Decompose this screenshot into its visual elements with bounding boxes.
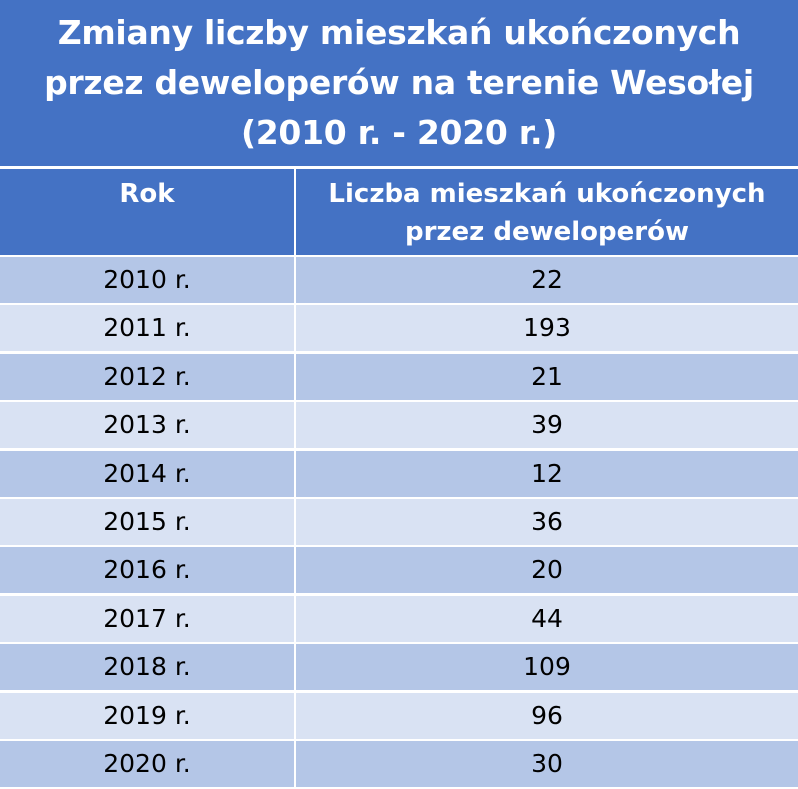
table-row: 2010 r. 22 xyxy=(0,257,798,303)
column-divider xyxy=(294,305,296,351)
value-cell: 30 xyxy=(531,749,563,778)
table-row: 2018 r. 109 xyxy=(0,644,798,690)
table-title: Zmiany liczby mieszkań ukończonych przez… xyxy=(0,0,798,166)
year-cell: 2010 r. xyxy=(103,265,191,294)
value-cell: 39 xyxy=(531,410,563,439)
table-row: 2015 r. 36 xyxy=(0,499,798,545)
year-cell: 2016 r. xyxy=(103,555,191,584)
table-row: 2012 r. 21 xyxy=(0,354,798,400)
column-divider xyxy=(294,547,296,593)
table-row: 2016 r. 20 xyxy=(0,547,798,593)
value-cell: 20 xyxy=(531,555,563,584)
table-row: 2013 r. 39 xyxy=(0,402,798,448)
value-cell: 21 xyxy=(531,362,563,391)
column-header-liczba-mieszkan: Liczba mieszkań ukończonych przez dewelo… xyxy=(296,169,798,255)
table-row: 2019 r. 96 xyxy=(0,693,798,739)
year-cell: 2020 r. xyxy=(103,749,191,778)
value-cell: 109 xyxy=(523,652,571,681)
year-cell: 2013 r. xyxy=(103,410,191,439)
title-line-2: przez deweloperów na terenie Wesołej xyxy=(44,63,754,102)
column-divider xyxy=(294,644,296,690)
title-line-1: Zmiany liczby mieszkań ukończonych xyxy=(57,13,741,52)
table-row: 2014 r. 12 xyxy=(0,451,798,497)
table-row: 2017 r. 44 xyxy=(0,596,798,642)
table-row: 2011 r. 193 xyxy=(0,305,798,351)
year-cell: 2014 r. xyxy=(103,459,191,488)
value-cell: 12 xyxy=(531,459,563,488)
column-divider xyxy=(294,741,296,787)
column-header-liczba-line-1: Liczba mieszkań ukończonych xyxy=(328,179,766,209)
table-body: 2010 r. 22 2011 r. 193 2012 r. 21 2013 r. 39 201… xyxy=(0,257,798,789)
column-divider xyxy=(294,354,296,400)
column-divider xyxy=(294,169,296,255)
value-cell: 96 xyxy=(531,701,563,730)
value-cell: 22 xyxy=(531,265,563,294)
year-cell: 2015 r. xyxy=(103,507,191,536)
year-cell: 2017 r. xyxy=(103,604,191,633)
column-divider xyxy=(294,499,296,545)
year-cell: 2012 r. xyxy=(103,362,191,391)
column-header-rok: Rok xyxy=(119,179,175,209)
column-divider xyxy=(294,402,296,448)
column-divider xyxy=(294,596,296,642)
column-divider xyxy=(294,451,296,497)
value-cell: 36 xyxy=(531,507,563,536)
year-cell: 2011 r. xyxy=(103,313,191,342)
value-cell: 193 xyxy=(523,313,571,342)
table-row: 2020 r. 30 xyxy=(0,741,798,787)
value-cell: 44 xyxy=(531,604,563,633)
year-cell: 2018 r. xyxy=(103,652,191,681)
column-divider xyxy=(294,693,296,739)
column-header-liczba-line-2: przez deweloperów xyxy=(404,217,689,247)
title-line-3: (2010 r. - 2020 r.) xyxy=(240,113,558,152)
year-cell: 2019 r. xyxy=(103,701,191,730)
column-divider xyxy=(294,257,296,303)
column-header-row: Rok Liczba mieszkań ukończonych przez de… xyxy=(0,169,798,255)
